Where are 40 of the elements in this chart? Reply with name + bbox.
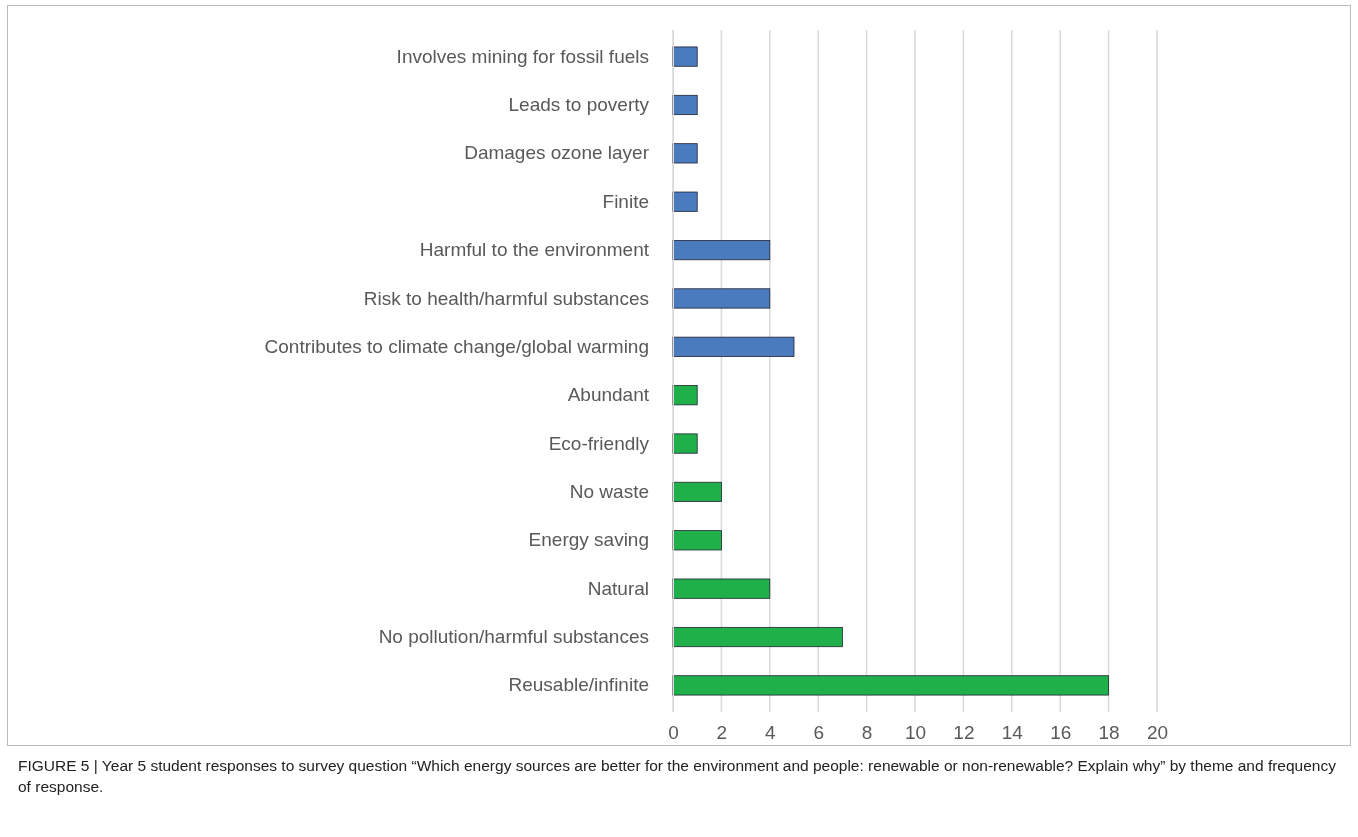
y-tick-label: Harmful to the environment	[419, 239, 650, 261]
y-tick-label: Eco-friendly	[548, 432, 650, 454]
bar	[672, 578, 771, 599]
caption: FIGURE 5 | Year 5 student responses to survey question “Which energy sources are better for the environment and people: renewable or non-renewable? Explain why” by theme and frequency of response.	[18, 756, 1337, 797]
bar	[672, 530, 722, 551]
x-tick-label: 2	[716, 722, 728, 744]
x-tick-label: 16	[1050, 722, 1072, 744]
bar	[672, 481, 722, 502]
y-tick-label: Reusable/infinite	[508, 674, 649, 696]
x-tick-label: 0	[668, 722, 679, 744]
bar	[672, 288, 771, 309]
y-tick-label: Abundant	[567, 384, 650, 406]
x-tick-label: 14	[1001, 722, 1024, 744]
y-tick-label: Energy saving	[528, 529, 649, 551]
bar	[672, 94, 698, 116]
x-tick-label: 12	[953, 722, 975, 744]
bar	[672, 433, 698, 454]
x-tick-label: 4	[765, 722, 777, 744]
y-tick-label: Risk to health/harmful substances	[363, 287, 649, 309]
y-tick-label: Natural	[587, 577, 649, 599]
x-tick-label: 8	[861, 722, 873, 744]
bar	[672, 675, 1109, 696]
bar	[672, 143, 698, 164]
x-tick-label: 10	[904, 722, 927, 744]
y-tick-label: No waste	[569, 481, 649, 502]
x-tick-label: 6	[813, 722, 824, 744]
bar	[672, 46, 698, 67]
y-tick-label: Leads to poverty	[508, 94, 650, 116]
y-tick-label: Damages ozone layer	[464, 142, 650, 164]
y-tick-label: No pollution/harmful substances	[378, 626, 649, 648]
bar	[672, 191, 698, 212]
bar	[672, 240, 771, 261]
bar	[672, 336, 795, 357]
x-tick-label: 20	[1146, 722, 1169, 744]
y-tick-label: Involves mining for fossil fuels	[396, 45, 649, 67]
bar	[672, 385, 698, 406]
y-tick-label: Contributes to climate change/global warming	[264, 335, 649, 357]
bar	[672, 626, 843, 648]
y-tick-label: Finite	[602, 190, 649, 212]
x-tick-label: 18	[1098, 722, 1120, 744]
